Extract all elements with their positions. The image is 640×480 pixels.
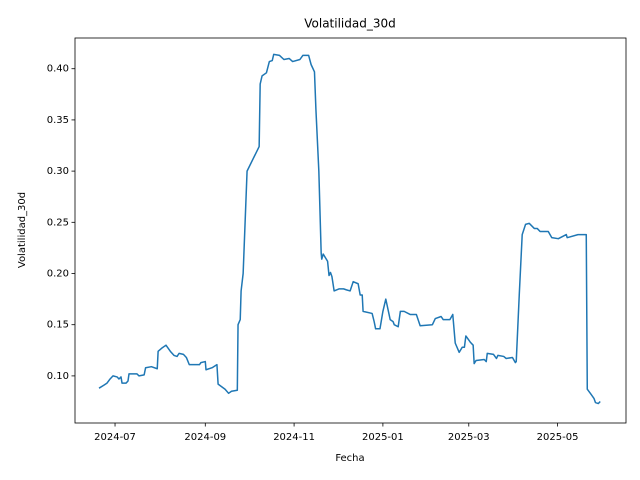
chart-title: Volatilidad_30d [304,17,396,31]
y-tick-label: 0.35 [47,115,69,126]
plot-frame [74,37,627,424]
y-tick-label: 0.25 [47,217,69,228]
y-tick-label: 0.40 [47,64,69,75]
x-tick-label: 2024-07 [94,432,136,443]
x-tick-label: 2024-09 [184,432,226,443]
y-tick-label: 0.15 [47,320,69,331]
y-axis-label: Volatilidad_30d [17,192,28,268]
x-axis-label: Fecha [335,453,364,464]
x-tick-label: 2024-11 [273,432,315,443]
line [98,53,601,405]
y-tick-label: 0.10 [47,371,69,382]
x-tick-label: 2025-01 [362,432,404,443]
y-tick-label: 0.20 [47,269,69,280]
y-tick-label: 0.30 [47,166,69,177]
x-tick-label: 2025-05 [537,432,579,443]
x-tick-label: 2025-03 [448,432,490,443]
